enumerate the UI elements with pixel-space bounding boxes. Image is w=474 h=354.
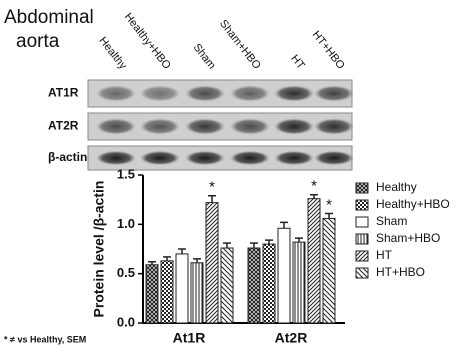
blot-band xyxy=(140,118,180,135)
legend-label: Healthy xyxy=(376,180,417,194)
blot-band xyxy=(274,118,314,135)
y-tick-label: 0.0 xyxy=(117,314,135,329)
blot-band xyxy=(230,150,270,166)
blot-band xyxy=(96,150,136,166)
legend-label: Healthy+HBO xyxy=(376,197,450,211)
blot-band xyxy=(230,118,270,135)
bar xyxy=(190,262,204,324)
legend-swatch xyxy=(355,250,369,262)
y-tick-label: 1.0 xyxy=(117,216,135,231)
blot-band xyxy=(185,118,225,135)
bar xyxy=(145,264,159,324)
x-tick-label: At1R xyxy=(173,330,206,346)
blot-band xyxy=(140,85,180,102)
bar xyxy=(175,253,189,324)
legend-swatch xyxy=(355,199,369,211)
y-tick-label: 1.5 xyxy=(117,166,135,181)
legend-label: Sham+HBO xyxy=(376,231,440,245)
blot-band xyxy=(314,118,354,135)
legend-swatch xyxy=(355,216,369,228)
lane-label: Healthy xyxy=(96,35,129,72)
title: Abdominal xyxy=(4,7,94,28)
lane-label: Sham xyxy=(191,42,218,72)
lane-label: Healthy+HBO xyxy=(122,11,173,72)
bar xyxy=(322,217,336,324)
legend-label: HT xyxy=(376,248,393,262)
significance-mark: * xyxy=(311,178,317,195)
significance-mark: * xyxy=(209,179,215,196)
bar xyxy=(292,241,306,324)
legend-swatch xyxy=(355,182,369,194)
legend-label: HT+HBO xyxy=(376,265,425,279)
blot-band xyxy=(314,150,354,166)
y-tick-label: 0.5 xyxy=(117,265,135,280)
bar xyxy=(205,202,219,324)
blot-band xyxy=(185,150,225,166)
blot-band xyxy=(274,85,314,102)
bar xyxy=(220,247,234,324)
bar-chart: 0.0 0.5 1.0 1.5 Protein level /β-actin At1R At… xyxy=(91,166,450,345)
lane-label: HT xyxy=(288,53,307,72)
row-label: AT1R xyxy=(48,86,79,100)
y-axis-label: Protein level /β-actin xyxy=(91,181,107,318)
lane-label: Sham+HBO xyxy=(217,18,263,72)
blot-band xyxy=(96,118,136,135)
bar xyxy=(160,260,174,324)
blot-band xyxy=(185,85,225,102)
legend-swatch xyxy=(355,233,369,245)
bar xyxy=(307,198,321,324)
bar xyxy=(277,227,291,324)
bar xyxy=(262,243,276,324)
significance-mark: * xyxy=(326,196,332,213)
x-tick-label: At2R xyxy=(275,330,308,346)
legend-label: Sham xyxy=(376,214,407,228)
lane-label: HT+HBO xyxy=(310,29,347,72)
row-label: AT2R xyxy=(48,119,79,133)
blot-band xyxy=(96,85,136,102)
title: aorta xyxy=(16,31,60,52)
row-label: β-actin xyxy=(48,150,87,164)
blot-band xyxy=(274,150,314,166)
blot-band xyxy=(314,85,354,102)
blot-band xyxy=(230,85,270,102)
bar xyxy=(247,247,261,324)
footnote: * ≠ vs Healthy, SEM xyxy=(4,334,86,344)
blot-band xyxy=(140,150,180,166)
legend-swatch xyxy=(355,267,369,279)
